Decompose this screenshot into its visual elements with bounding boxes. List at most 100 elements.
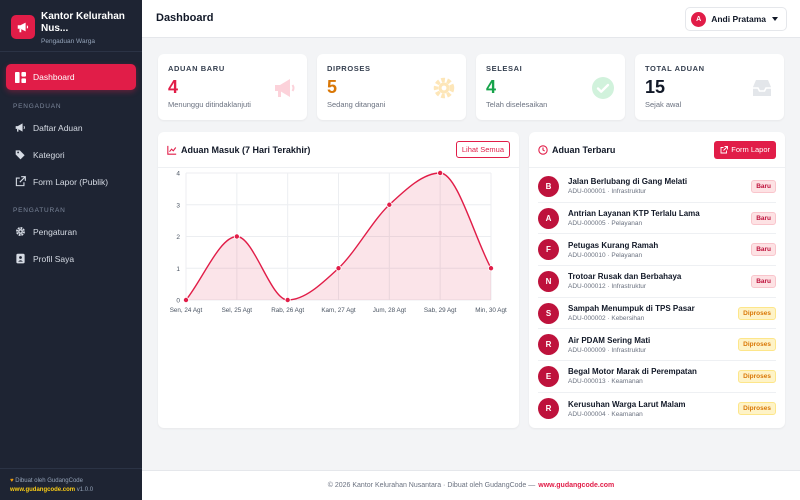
stat-card-total-aduan: TOTAL ADUAN 15 Sejak awal [635,54,784,120]
recent-complaints-panel: Aduan Terbaru Form Lapor B Jalan Berluban… [529,132,785,428]
status-badge: Baru [751,243,776,257]
data-point [335,265,342,272]
brand-title: Kantor Kelurahan Nus... [41,11,125,34]
y-tick-label: 4 [176,171,180,178]
footer-text: © 2026 Kantor Kelurahan Nusantara · Dibu… [327,482,536,489]
avatar: E [538,365,559,387]
avatar: B [538,175,559,197]
status-badge: Diproses [738,402,776,416]
stat-desc: Sedang ditangani [327,100,386,109]
avatar: R [538,398,559,420]
status-badge: Diproses [738,338,776,352]
stat-desc: Sejak awal [645,100,682,109]
sidebar-item-label: Daftar Aduan [33,122,83,133]
x-tick-label: Jum, 28 Agt [373,307,407,314]
inbox-icon [753,80,771,96]
check-circle-icon [592,77,614,99]
list-item[interactable]: S Sampah Menumpuk di TPS Pasar ADU-000002 … [538,298,776,330]
avatar: N [538,270,559,292]
stat-card-selesai: SELESAI 4 Telah diselesaikan [476,54,625,120]
user-name: Andi Pratama [711,14,766,24]
list-item-meta: ADU-000013 · Keamanan [568,378,643,386]
list-item-title: Antrian Layanan KTP Terlalu Lama [568,209,700,219]
sidebar-item-profil[interactable]: Profil Saya [0,245,142,272]
list-item[interactable]: B Jalan Berlubang di Gang Melati ADU-00000… [538,171,776,203]
megaphone-icon [275,79,295,97]
chart-title: Aduan Masuk (7 Hari Terakhir) [181,144,311,155]
line-chart: 0 1 2 3 4 Sen, 24 Agt Sel, 25 Agt Rab, 26 Agt Ka… [170,170,507,314]
user-menu-button[interactable]: A Andi Pratama [685,7,787,31]
form-lapor-button[interactable]: Form Lapor [714,140,776,159]
data-point [182,296,189,303]
x-tick-label: Min, 30 Agt [475,307,507,314]
brand[interactable]: Kantor Kelurahan Nus... Pengaduan Warga [0,0,142,52]
footer-link[interactable]: www.gudangcode.com [538,482,615,489]
x-tick-label: Sen, 24 Agt [170,307,203,314]
recent-panel-header: Aduan Terbaru Form Lapor [529,132,785,168]
dashboard-icon [14,71,26,83]
sidebar-item-kategori[interactable]: Kategori [0,141,142,168]
status-badge: Diproses [738,369,776,383]
version-label: v1.0.0 [76,487,94,493]
id-badge-icon [14,253,26,265]
data-point [284,296,291,303]
list-item-title: Jalan Berlubang di Gang Melati [568,177,688,187]
status-badge: Baru [751,211,776,225]
line-chart-icon [167,145,177,155]
stat-value: 4 [486,77,497,97]
stat-value: 15 [645,77,666,97]
list-item-meta: ADU-000005 · Pelayanan [568,220,643,228]
list-item-title: Begal Motor Marak di Perempatan [568,367,697,377]
stat-value: 5 [327,77,338,97]
list-item[interactable]: E Begal Motor Marak di Perempatan ADU-0000… [538,361,776,393]
list-item[interactable]: N Trotoar Rusak dan Berbahaya ADU-000012 ·… [538,266,776,298]
external-link-icon [14,176,26,188]
topbar: Dashboard A Andi Pratama [142,0,800,38]
list-item-meta: ADU-000012 · Infrastruktur [568,283,647,291]
list-item-meta: ADU-000004 · Keamanan [568,410,643,418]
clock-icon [538,144,548,155]
list-item[interactable]: R Kerusuhan Warga Larut Malam ADU-000004 ·… [538,393,776,425]
y-tick-label: 1 [176,266,180,273]
tags-icon [14,149,26,161]
y-tick-label: 2 [176,234,180,241]
avatar: F [538,239,559,261]
gear-icon [14,226,26,238]
list-item[interactable]: A Antrian Layanan KTP Terlalu Lama ADU-000… [538,203,776,235]
data-point [487,265,494,272]
sidebar-item-label: Profil Saya [33,253,75,264]
sidebar-item-dashboard[interactable]: Dashboard [6,64,136,90]
sidebar-item-pengaturan[interactable]: Pengaturan [0,218,142,245]
sidebar-item-form-lapor[interactable]: Form Lapor (Publik) [0,168,142,195]
list-item[interactable]: F Petugas Kurang Ramah ADU-000010 · Pelaya… [538,234,776,267]
x-tick-label: Kam, 27 Agt [321,307,356,314]
list-item-meta: ADU-000009 · Infrastruktur [568,346,647,354]
sidebar-footer-link[interactable]: www.gudangcode.com [10,487,76,493]
sidebar-footer: ♥ Dibuat oleh GudangCode www.gudangcode.… [0,468,142,500]
avatar: R [538,334,559,356]
list-item-title: Kerusuhan Warga Larut Malam [568,399,686,409]
list-item-title: Trotoar Rusak dan Berbahaya [568,272,682,282]
x-tick-label: Sab, 29 Agt [424,307,457,314]
status-badge: Baru [751,179,776,193]
megaphone-icon [14,122,26,134]
recent-list: B Jalan Berlubang di Gang Melati ADU-00000… [529,168,785,425]
avatar: S [538,302,559,324]
chart-panel: Aduan Masuk (7 Hari Terakhir) Lihat Semu… [158,132,519,428]
gear-icon [433,77,455,99]
sidebar-item-label: Pengaturan [33,226,77,237]
chart-panel-header: Aduan Masuk (7 Hari Terakhir) Lihat Semu… [158,132,519,168]
megaphone-logo-icon [11,15,35,39]
stat-desc: Telah diselesaikan [486,100,548,109]
data-point [386,201,393,208]
sidebar-item-daftar-aduan[interactable]: Daftar Aduan [0,114,142,141]
page-footer: © 2026 Kantor Kelurahan Nusantara · Dibu… [142,470,800,500]
stat-label: SELESAI [486,64,523,73]
list-item[interactable]: R Air PDAM Sering Mati ADU-000009 · Infras… [538,329,776,362]
stat-card-diproses: DIPROSES 5 Sedang ditangani [317,54,466,120]
view-all-button[interactable]: Lihat Semua [455,141,510,158]
y-tick-label: 0 [176,298,180,305]
stat-desc: Menunggu ditindaklanjuti [168,100,251,109]
stat-label: ADUAN BARU [168,64,225,73]
chevron-down-icon [772,17,778,21]
